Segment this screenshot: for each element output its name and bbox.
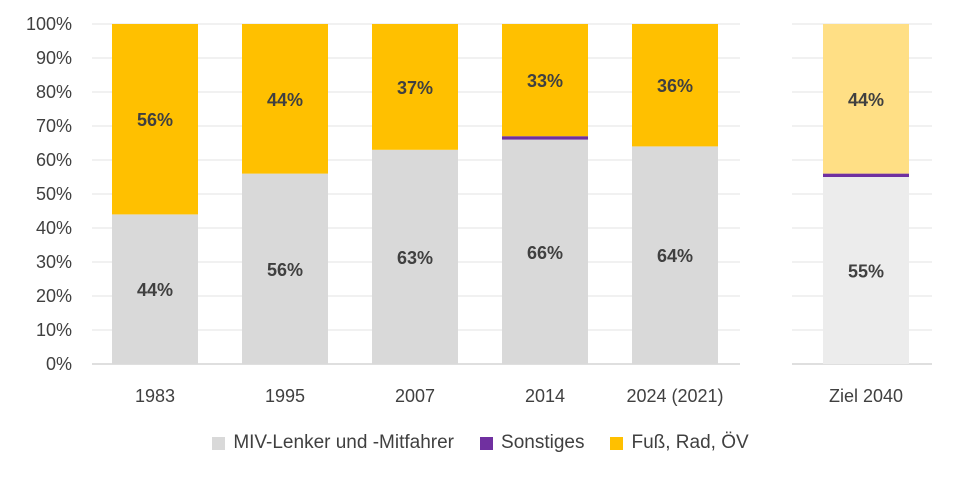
legend: MIV-Lenker und -Mitfahrer Sonstiges Fuß,… — [0, 432, 961, 454]
y-tick-label: 60% — [36, 150, 72, 170]
x-tick-label: 2014 — [525, 386, 565, 406]
data-label: 55% — [848, 262, 884, 282]
legend-swatch-fuss-rad-oev — [610, 436, 624, 450]
bar-segment — [242, 173, 328, 364]
x-tick-label: 2007 — [395, 386, 435, 406]
x-tick-label: 2024 (2021) — [626, 386, 723, 406]
bar-segment — [372, 149, 458, 364]
data-label: 44% — [267, 90, 303, 110]
legend-swatch-miv — [212, 436, 226, 450]
y-tick-label: 40% — [36, 218, 72, 238]
y-tick-label: 70% — [36, 116, 72, 136]
legend-label-sonstiges: Sonstiges — [501, 432, 585, 453]
y-axis: 0% 10% 20% 30% 40% 50% 60% 70% 80% 90% 100% — [26, 14, 72, 374]
bar-segment — [823, 173, 909, 177]
legend-swatch-sonstiges — [480, 436, 494, 450]
legend-label-miv: MIV-Lenker und -Mitfahrer — [233, 432, 455, 453]
bar-segment — [112, 214, 198, 364]
y-tick-label: 20% — [36, 286, 72, 306]
legend-item-miv: MIV-Lenker und -Mitfahrer — [212, 432, 454, 454]
bar-segment — [502, 136, 588, 140]
data-label: 56% — [267, 260, 303, 280]
y-tick-label: 30% — [36, 252, 72, 272]
x-axis: 1983 1995 2007 2014 2024 (2021) Ziel 2040 — [135, 386, 903, 406]
legend-label-fuss-rad-oev: Fuß, Rad, ÖV — [631, 432, 749, 453]
data-label: 64% — [657, 246, 693, 266]
y-tick-label: 10% — [36, 320, 72, 340]
bar-segment — [632, 146, 718, 364]
data-label: 37% — [397, 78, 433, 98]
bar-segment — [242, 24, 328, 174]
data-label: 56% — [137, 110, 173, 130]
bar-segment — [502, 139, 588, 364]
data-label: 33% — [527, 71, 563, 91]
data-label: 36% — [657, 76, 693, 96]
data-label: 44% — [137, 280, 173, 300]
x-tick-label: 1983 — [135, 386, 175, 406]
data-label: 66% — [527, 243, 563, 263]
y-tick-label: 90% — [36, 48, 72, 68]
y-tick-label: 0% — [46, 354, 72, 374]
data-label: 44% — [848, 90, 884, 110]
data-label: 63% — [397, 248, 433, 268]
stacked-bar-chart: 0% 10% 20% 30% 40% 50% 60% 70% 80% 90% 100% 44% 56%… — [26, 14, 932, 406]
y-tick-label: 50% — [36, 184, 72, 204]
bar-segment — [632, 24, 718, 147]
legend-item-sonstiges: Sonstiges — [480, 432, 584, 454]
bar-segment — [823, 177, 909, 364]
bar-segment — [372, 24, 458, 150]
bar-segment — [112, 24, 198, 215]
bar-segment — [502, 24, 588, 137]
y-tick-label: 100% — [26, 14, 72, 34]
bar-segment — [823, 24, 909, 174]
legend-item-fuss-rad-oev: Fuß, Rad, ÖV — [610, 432, 749, 454]
x-tick-label: Ziel 2040 — [829, 386, 903, 406]
bars — [112, 24, 909, 364]
x-tick-label: 1995 — [265, 386, 305, 406]
y-tick-label: 80% — [36, 82, 72, 102]
data-labels: 44% 56% 56% 44% 63% 37% 66% 33% 64% 36% 55% 44% — [137, 71, 884, 300]
